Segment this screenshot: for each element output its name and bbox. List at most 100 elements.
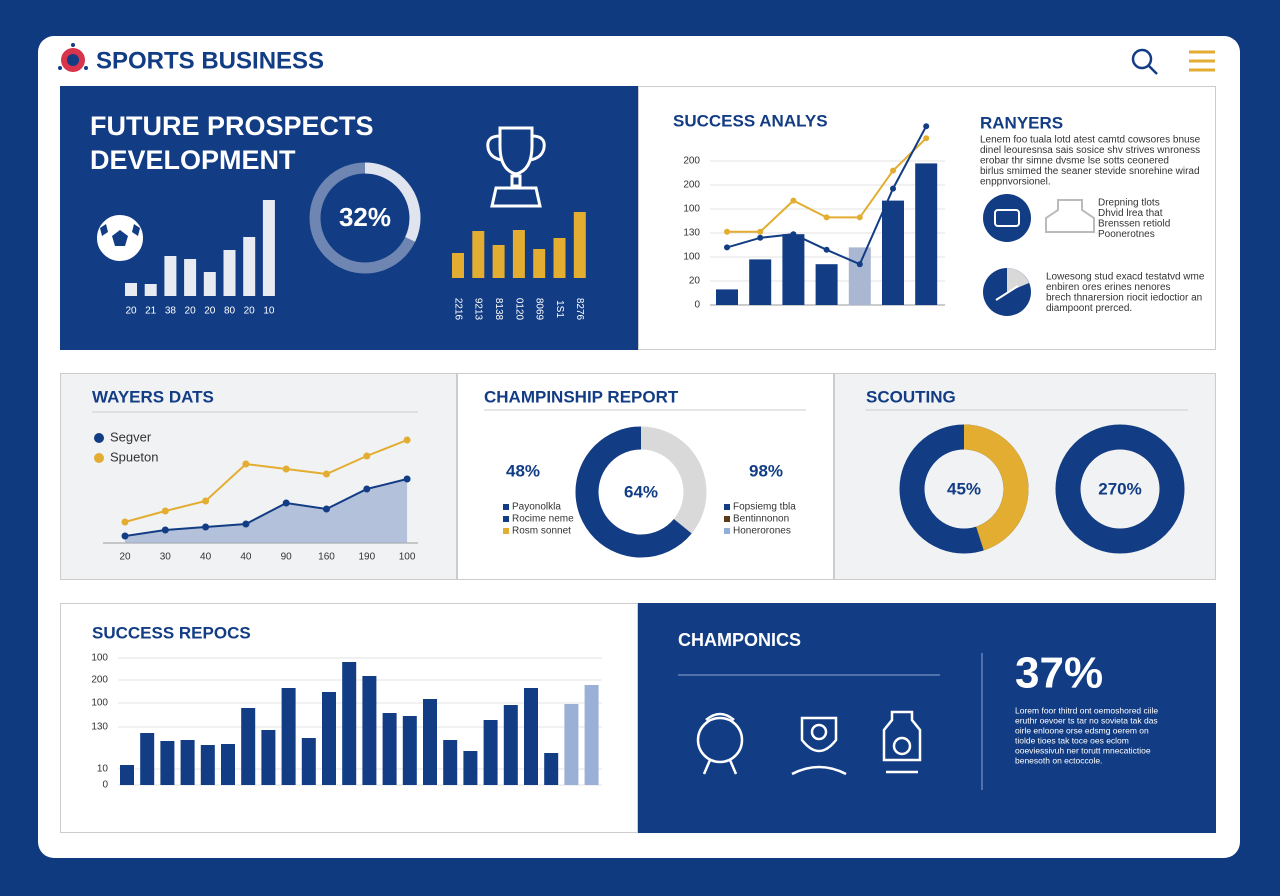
legend-marker xyxy=(724,516,730,522)
paragraph-line: birlus smimed the seaner stevide snorehi… xyxy=(980,166,1200,177)
panel-champonics xyxy=(638,603,1216,833)
panel-title: SUCCESS REPOCS xyxy=(92,623,251,642)
point xyxy=(923,135,930,142)
item-text: Poonerotnes xyxy=(1098,229,1155,240)
x-tick-label: 40 xyxy=(240,552,252,563)
bar xyxy=(915,163,938,305)
legend-marker xyxy=(724,504,730,510)
point xyxy=(823,246,830,253)
x-tick-label: 40 xyxy=(200,552,212,563)
point xyxy=(121,532,129,540)
x-tick-label: 160 xyxy=(318,552,335,563)
point xyxy=(282,465,290,473)
y-tick-label: 100 xyxy=(683,204,700,215)
area xyxy=(125,479,408,543)
legend-label: Rocime neme xyxy=(512,514,574,525)
champonics-icons xyxy=(696,710,922,776)
point xyxy=(202,497,210,505)
x-tick-label: 8276 xyxy=(574,298,585,321)
bar xyxy=(301,738,316,785)
bar xyxy=(512,230,525,278)
paragraph-line: Lenem foo tuala lotd atest camtd cowsore… xyxy=(980,135,1201,146)
point xyxy=(790,197,797,204)
legend-marker xyxy=(94,453,104,463)
x-tick-label: 10 xyxy=(263,306,275,317)
bar xyxy=(882,200,904,305)
rankers-icons xyxy=(983,194,1095,316)
point xyxy=(403,436,411,444)
point xyxy=(724,228,730,235)
point xyxy=(282,499,290,507)
item-text: Lowesong stud exacd testatvd wme xyxy=(1046,272,1205,283)
bar xyxy=(140,733,155,785)
y-tick-label: 10 xyxy=(97,764,109,775)
bar xyxy=(716,289,738,305)
bar xyxy=(483,720,498,785)
legend-label: Rosm sonnet xyxy=(512,526,571,537)
point xyxy=(363,452,371,460)
bar xyxy=(223,250,236,296)
item-text: Drepning tlots xyxy=(1098,198,1160,209)
donut-arc xyxy=(575,426,707,558)
x-tick-label: 21 xyxy=(145,306,157,317)
menu-button[interactable] xyxy=(1189,50,1215,72)
x-tick-label: 8138 xyxy=(493,298,504,321)
point xyxy=(323,470,330,478)
legend-label: Spueton xyxy=(110,449,158,464)
bar xyxy=(463,751,478,785)
point xyxy=(923,123,930,130)
point xyxy=(757,234,764,241)
point xyxy=(202,523,210,531)
bar xyxy=(184,259,197,296)
bar xyxy=(544,753,559,785)
panel-title: FUTURE PROSPECTS xyxy=(90,111,374,141)
search-button[interactable] xyxy=(1131,48,1158,75)
bar xyxy=(573,212,586,278)
bar xyxy=(553,238,566,278)
panel-prospects xyxy=(60,86,638,350)
y-tick-label: 100 xyxy=(91,653,108,664)
bar xyxy=(221,744,235,785)
legend-label: Honerorones xyxy=(733,526,791,537)
paragraph-line: ooeviessivuh ner torutt mnecatictioe xyxy=(1015,745,1151,755)
x-tick-label: 1S1 xyxy=(554,300,565,318)
point xyxy=(161,507,169,515)
bar xyxy=(144,284,157,296)
donut-label: 270% xyxy=(1098,479,1141,498)
item-text: Dhvid lrea that xyxy=(1098,208,1163,219)
y-tick-label: 200 xyxy=(91,675,108,686)
bar xyxy=(322,692,336,785)
bar xyxy=(452,253,464,278)
legend-label: Bentinnonon xyxy=(733,514,789,525)
point xyxy=(724,244,730,251)
bar xyxy=(564,704,579,785)
y-tick-label: 200 xyxy=(683,156,700,167)
bar xyxy=(362,676,377,785)
x-tick-label: 100 xyxy=(399,552,416,563)
donut-arc xyxy=(309,162,421,274)
panel-title: WAYERS DATS xyxy=(92,387,214,406)
point xyxy=(790,231,797,238)
legend-marker xyxy=(724,528,730,534)
bar xyxy=(164,256,177,296)
x-tick-label: 8069 xyxy=(534,298,545,321)
x-tick-label: 20 xyxy=(204,306,216,317)
paragraph-line: dinel leouresnsa sais sosice shv strives… xyxy=(980,145,1200,156)
donut-label: 64% xyxy=(624,482,658,501)
point xyxy=(242,460,250,468)
bar xyxy=(382,713,397,785)
logo xyxy=(58,43,88,72)
legend-label: Fopsiemg tbla xyxy=(733,502,796,513)
paragraph-line: enppnvorsionel. xyxy=(980,177,1051,188)
bar xyxy=(241,708,256,785)
x-tick-label: 38 xyxy=(165,306,177,317)
bar xyxy=(443,740,458,785)
bar xyxy=(160,741,175,785)
point xyxy=(757,228,764,235)
bar xyxy=(261,730,276,785)
bar xyxy=(472,231,485,278)
bar xyxy=(125,283,137,296)
paragraph-line: erobar thr simne dvsme lse sotts ceonere… xyxy=(980,156,1169,167)
point xyxy=(890,185,896,192)
point xyxy=(823,214,830,221)
